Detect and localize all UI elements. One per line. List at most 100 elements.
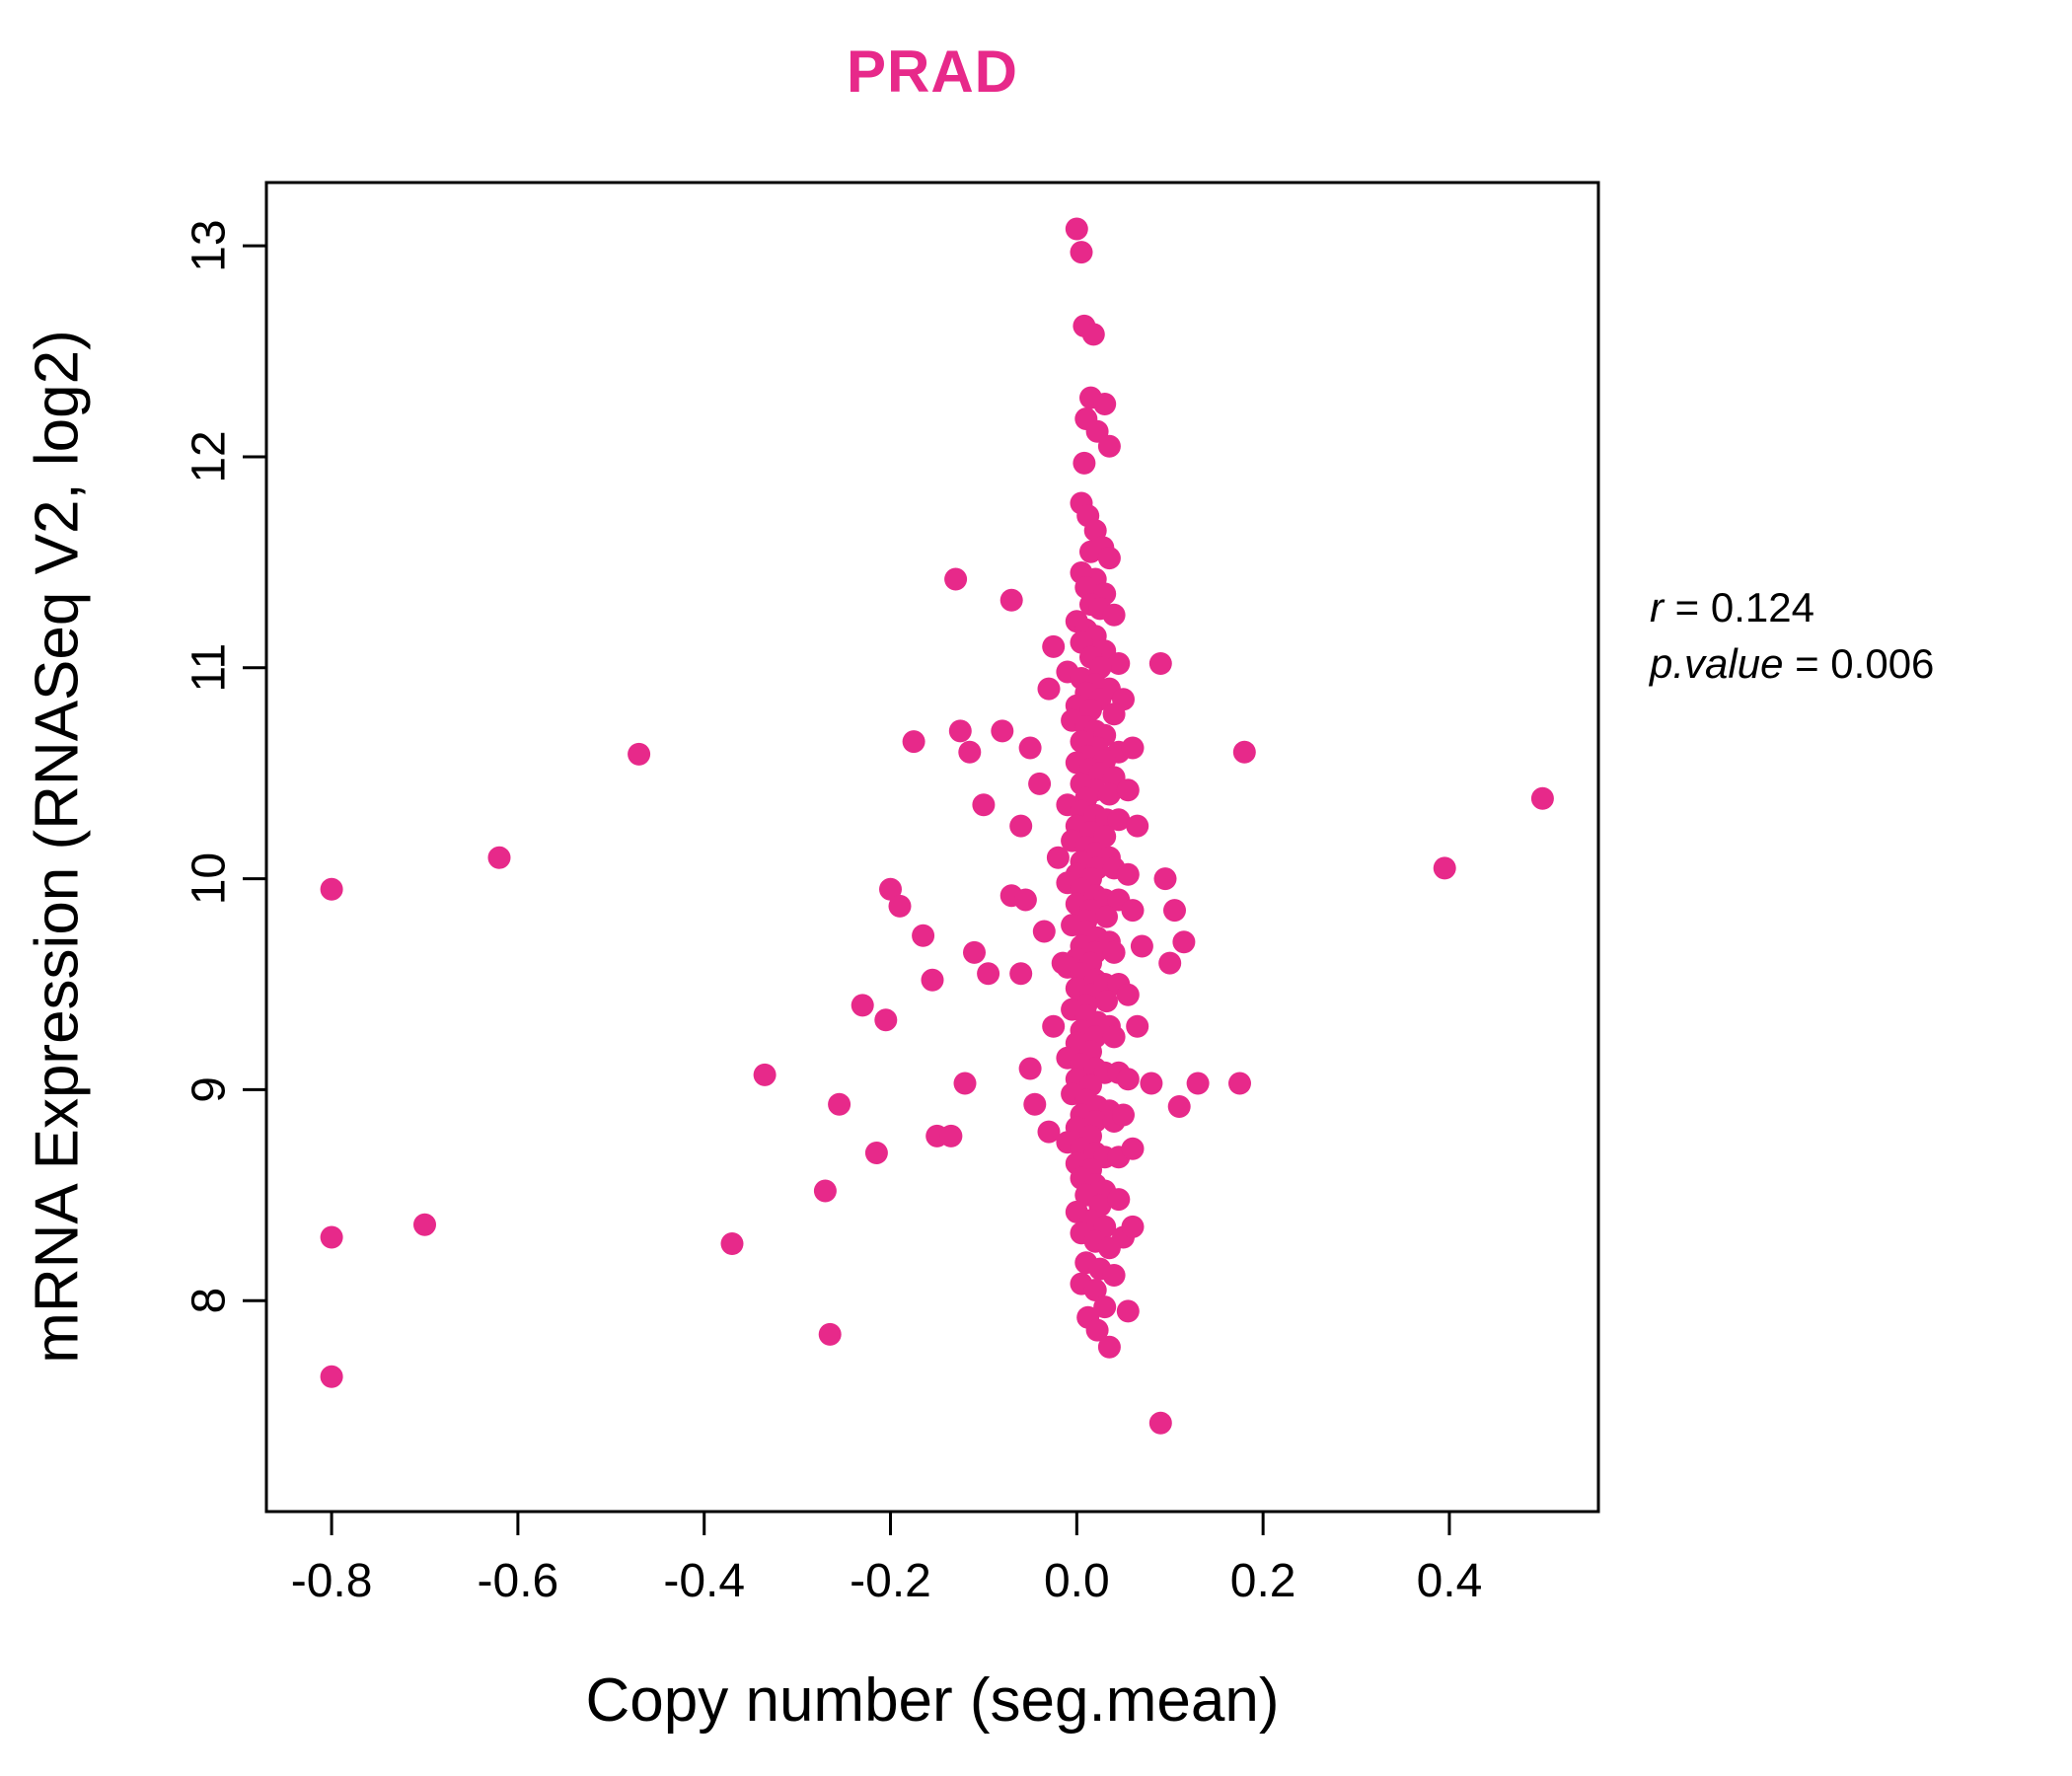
y-tick-label: 11 <box>184 643 236 693</box>
data-point <box>1046 846 1070 869</box>
data-point <box>921 968 944 992</box>
data-point <box>958 740 982 764</box>
y-tick-label: 8 <box>184 1288 236 1314</box>
data-point <box>1085 1318 1109 1342</box>
data-point <box>1163 899 1186 923</box>
data-point <box>1097 1236 1121 1260</box>
x-tick-label: 0.0 <box>1044 1555 1110 1607</box>
data-point <box>1102 603 1126 627</box>
data-point <box>1037 1120 1061 1144</box>
data-point <box>1097 782 1121 806</box>
data-point <box>1107 808 1131 832</box>
data-point <box>1130 934 1153 958</box>
data-point <box>628 742 651 766</box>
data-point <box>753 1063 777 1086</box>
data-point <box>487 846 511 869</box>
data-point <box>1032 920 1056 943</box>
data-point <box>1232 740 1256 764</box>
data-point <box>1186 1072 1210 1095</box>
data-point <box>813 1179 837 1203</box>
data-point <box>1167 1095 1191 1118</box>
p-variable: p.value <box>1650 639 1784 687</box>
data-point <box>1009 814 1033 838</box>
data-point <box>1126 814 1149 838</box>
data-point <box>1097 434 1121 458</box>
data-point <box>413 1213 436 1236</box>
y-tick-label: 10 <box>184 852 236 905</box>
data-point <box>1013 888 1037 912</box>
r-variable: r <box>1650 584 1664 630</box>
x-tick-label: 0.4 <box>1417 1555 1483 1607</box>
data-point <box>828 1092 851 1116</box>
data-point <box>1116 1299 1140 1323</box>
data-point <box>1093 393 1117 415</box>
x-tick-label: -0.8 <box>291 1555 373 1607</box>
data-point <box>1107 1188 1131 1212</box>
data-point <box>320 877 343 901</box>
data-point <box>991 719 1014 743</box>
y-tick-label: 13 <box>184 219 236 271</box>
data-point <box>888 894 912 918</box>
data-point <box>1093 825 1117 849</box>
data-point <box>1102 1264 1126 1287</box>
data-point <box>1079 540 1102 563</box>
data-point <box>1102 1025 1126 1049</box>
data-point <box>944 567 968 591</box>
data-point <box>1148 652 1172 675</box>
data-point <box>972 793 996 817</box>
data-point <box>1097 1335 1121 1359</box>
data-point <box>1042 1014 1066 1038</box>
data-point <box>874 1008 898 1032</box>
data-point <box>851 994 874 1017</box>
data-point <box>1116 862 1140 886</box>
data-point <box>1018 736 1042 760</box>
x-axis-label: Copy number (seg.mean) <box>585 1666 1280 1735</box>
data-point <box>1148 1411 1172 1435</box>
data-point <box>1112 1103 1135 1127</box>
data-point <box>1530 786 1554 810</box>
plot-border <box>264 181 1600 1514</box>
data-point <box>1081 323 1105 346</box>
data-point <box>999 588 1023 612</box>
x-tick-label: -0.4 <box>663 1555 745 1607</box>
data-point <box>1070 241 1093 264</box>
stats-annotation: r = 0.124 p.value = 0.006 <box>1650 580 1934 692</box>
data-point <box>1116 778 1140 802</box>
data-point <box>1116 1068 1140 1091</box>
y-tick-label: 12 <box>184 430 236 482</box>
data-point <box>1073 451 1096 475</box>
data-point <box>1153 867 1177 891</box>
data-point <box>720 1232 744 1255</box>
data-point <box>1228 1072 1251 1095</box>
data-point <box>1009 962 1033 986</box>
data-point <box>1095 905 1118 928</box>
data-point <box>1102 703 1126 726</box>
p-value: = 0.006 <box>1783 639 1935 687</box>
x-tick-label: 0.2 <box>1230 1555 1296 1607</box>
data-point <box>320 1365 343 1388</box>
data-point <box>1121 1137 1145 1160</box>
data-point <box>1097 547 1121 570</box>
data-point <box>864 1142 888 1164</box>
r-value-text: r = 0.124 <box>1650 580 1934 636</box>
data-point <box>1102 940 1126 964</box>
data-point <box>1093 1295 1117 1319</box>
data-point <box>912 924 935 947</box>
data-point <box>1121 1215 1145 1238</box>
data-point <box>818 1322 842 1346</box>
data-point <box>879 877 902 901</box>
y-tick-label: 9 <box>184 1076 236 1103</box>
data-point <box>1095 990 1118 1013</box>
data-point <box>1158 951 1182 975</box>
data-point <box>1121 899 1145 923</box>
chart-title: PRAD <box>846 38 1019 105</box>
data-point <box>1083 1279 1107 1301</box>
data-point <box>1018 1057 1042 1080</box>
data-point <box>1172 930 1196 954</box>
data-point <box>953 1072 977 1095</box>
data-point <box>963 940 986 964</box>
x-tick-label: -0.6 <box>478 1555 559 1607</box>
x-tick-label: -0.2 <box>850 1555 931 1607</box>
data-point <box>1037 677 1061 701</box>
